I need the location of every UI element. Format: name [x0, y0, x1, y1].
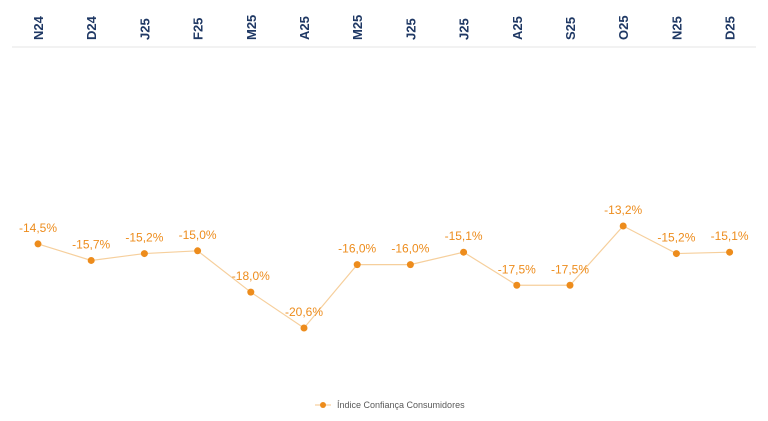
value-label: -15,7% — [72, 237, 110, 251]
marker — [300, 324, 308, 332]
x-tick-label: D25 — [723, 16, 738, 40]
value-label: -15,1% — [711, 229, 749, 243]
x-tick-label: J25 — [137, 18, 152, 40]
value-label: -16,0% — [391, 242, 429, 256]
value-label: -13,2% — [604, 203, 642, 217]
x-tick-label: J25 — [457, 18, 472, 40]
x-tick-label: N24 — [31, 15, 46, 40]
value-label: -15,1% — [445, 229, 483, 243]
x-tick-label: N25 — [669, 16, 684, 40]
x-tick-label: O25 — [616, 15, 631, 40]
marker — [140, 250, 148, 258]
value-label: -16,0% — [338, 242, 376, 256]
marker — [194, 247, 202, 255]
marker — [247, 288, 255, 296]
marker — [513, 281, 521, 289]
value-label: -17,5% — [498, 262, 536, 276]
value-label: -20,6% — [285, 305, 323, 319]
x-tick-label: A25 — [510, 16, 525, 40]
marker — [34, 240, 42, 248]
value-label: -15,2% — [657, 231, 695, 245]
marker — [672, 250, 680, 258]
legend-marker — [320, 402, 326, 408]
x-tick-label: M25 — [350, 15, 365, 40]
marker — [566, 281, 574, 289]
value-label: -15,2% — [125, 231, 163, 245]
x-tick-label: A25 — [297, 16, 312, 40]
marker — [406, 261, 414, 269]
series-line — [37, 225, 730, 329]
x-tick-label: M25 — [244, 15, 259, 40]
marker — [619, 222, 627, 230]
x-tick-label: J25 — [403, 18, 418, 40]
marker — [87, 256, 95, 264]
value-label: -14,5% — [19, 221, 57, 235]
value-label: -15,0% — [179, 228, 217, 242]
value-label: -18,0% — [232, 269, 270, 283]
legend-label: Índice Confiança Consumidores — [337, 400, 465, 410]
marker — [353, 261, 361, 269]
marker — [460, 248, 468, 256]
x-tick-label: F25 — [191, 18, 206, 40]
x-tick-label: D24 — [84, 15, 99, 40]
value-label: -17,5% — [551, 262, 589, 276]
x-tick-label: S25 — [563, 17, 578, 40]
marker — [726, 248, 734, 256]
